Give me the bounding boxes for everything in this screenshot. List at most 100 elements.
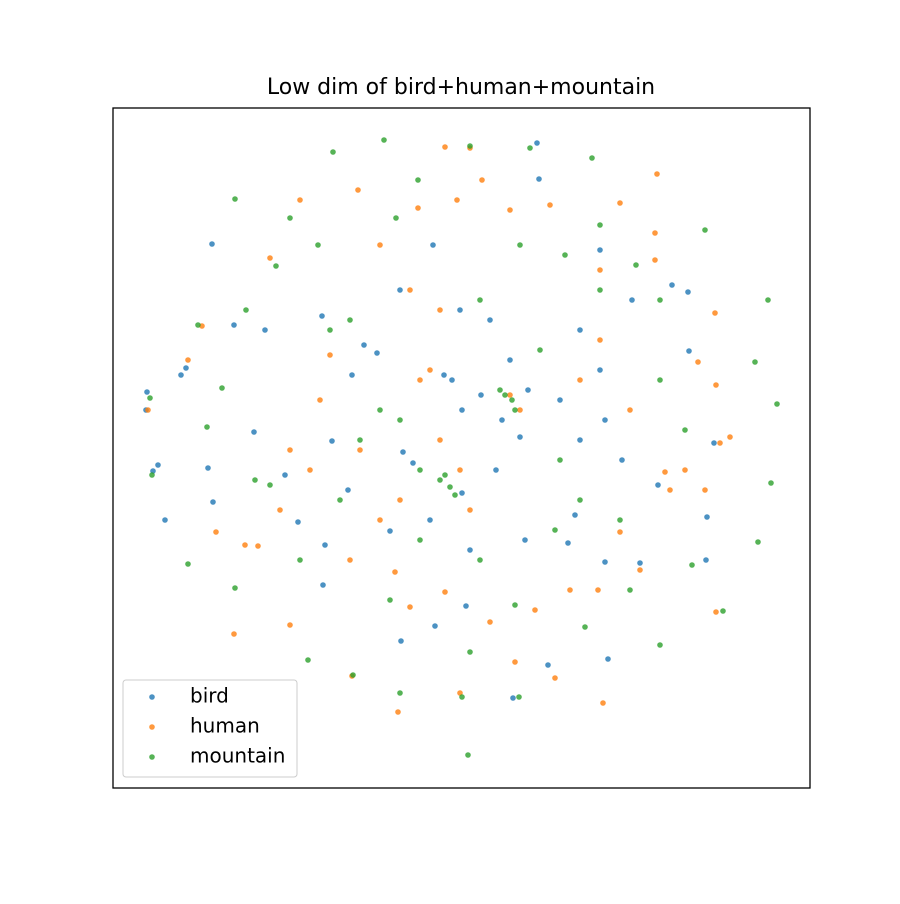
scatter-point xyxy=(387,528,393,534)
scatter-point xyxy=(768,480,774,486)
scatter-point xyxy=(185,561,191,567)
legend-label: bird xyxy=(190,684,229,708)
scatter-point xyxy=(459,407,465,413)
scatter-point xyxy=(532,607,538,613)
scatter-point xyxy=(499,417,505,423)
scatter-point xyxy=(517,407,523,413)
scatter-point xyxy=(393,215,399,221)
scatter-point xyxy=(273,263,279,269)
scatter-point xyxy=(510,695,516,701)
scatter-point xyxy=(219,385,225,391)
scatter-point xyxy=(377,517,383,523)
scatter-point xyxy=(305,657,311,663)
scatter-point xyxy=(562,252,568,258)
scatter-point xyxy=(463,603,469,609)
scatter-point xyxy=(295,519,301,525)
scatter-point xyxy=(525,387,531,393)
scatter-point xyxy=(467,547,473,553)
scatter-point xyxy=(597,287,603,293)
scatter-point xyxy=(282,472,288,478)
scatter-point xyxy=(205,465,211,471)
scatter-point xyxy=(527,145,533,151)
scatter-point xyxy=(652,230,658,236)
scatter-point xyxy=(654,171,660,177)
scatter-point xyxy=(465,752,471,758)
scatter-point xyxy=(392,569,398,575)
scatter-point xyxy=(398,638,404,644)
scatter-point xyxy=(689,562,695,568)
scatter-point xyxy=(432,623,438,629)
scatter-point xyxy=(547,202,553,208)
scatter-point xyxy=(347,317,353,323)
scatter-point xyxy=(397,497,403,503)
scatter-point xyxy=(682,427,688,433)
scatter-point xyxy=(267,482,273,488)
scatter-point xyxy=(374,350,380,356)
scatter-point xyxy=(557,397,563,403)
scatter-point xyxy=(297,557,303,563)
scatter-point xyxy=(327,352,333,358)
scatter-point xyxy=(454,197,460,203)
scatter-point xyxy=(315,242,321,248)
scatter-point xyxy=(682,467,688,473)
scatter-point xyxy=(478,392,484,398)
scatter-point xyxy=(572,512,578,518)
scatter-point xyxy=(144,389,150,395)
scatter-point xyxy=(442,472,448,478)
scatter-point xyxy=(231,631,237,637)
scatter-point xyxy=(552,527,558,533)
legend-box xyxy=(122,679,298,778)
scatter-point xyxy=(457,467,463,473)
scatter-point xyxy=(345,487,351,493)
scatter-point xyxy=(287,622,293,628)
scatter-point xyxy=(407,287,413,293)
scatter-point xyxy=(755,539,761,545)
scatter-point xyxy=(617,517,623,523)
scatter-point xyxy=(619,457,625,463)
scatter-point xyxy=(467,649,473,655)
scatter-point xyxy=(243,307,249,313)
scatter-point xyxy=(633,262,639,268)
scatter-point xyxy=(557,457,563,463)
scatter-point xyxy=(417,467,423,473)
scatter-point xyxy=(597,267,603,273)
scatter-point xyxy=(713,609,719,615)
scatter-point xyxy=(427,517,433,523)
scatter-point xyxy=(232,585,238,591)
scatter-point xyxy=(252,477,258,483)
scatter-point xyxy=(493,467,499,473)
scatter-point xyxy=(327,327,333,333)
plot-frame xyxy=(112,107,811,789)
scatter-point xyxy=(350,672,356,678)
legend-label: mountain xyxy=(190,744,285,768)
scatter-point xyxy=(657,297,663,303)
scatter-point xyxy=(232,196,238,202)
scatter-point xyxy=(437,477,443,483)
scatter-point xyxy=(377,407,383,413)
scatter-point xyxy=(155,462,161,468)
legend-marker xyxy=(149,694,155,700)
scatter-point xyxy=(727,434,733,440)
scatter-point xyxy=(231,322,237,328)
scatter-point xyxy=(662,469,668,475)
scatter-point xyxy=(577,327,583,333)
scatter-point xyxy=(381,137,387,143)
scatter-point xyxy=(595,587,601,593)
scatter-point xyxy=(407,604,413,610)
scatter-point xyxy=(522,537,528,543)
legend-marker xyxy=(149,754,155,760)
scatter-point xyxy=(183,365,189,371)
scatter-point xyxy=(479,177,485,183)
scatter-point xyxy=(497,387,503,393)
scatter-point xyxy=(330,149,336,155)
scatter-point xyxy=(357,447,363,453)
scatter-point xyxy=(517,434,523,440)
scatter-point xyxy=(400,449,406,455)
scatter-point xyxy=(487,317,493,323)
scatter-point xyxy=(397,287,403,293)
scatter-point xyxy=(322,542,328,548)
scatter-point xyxy=(704,514,710,520)
scatter-point xyxy=(597,247,603,253)
scatter-point xyxy=(711,440,717,446)
